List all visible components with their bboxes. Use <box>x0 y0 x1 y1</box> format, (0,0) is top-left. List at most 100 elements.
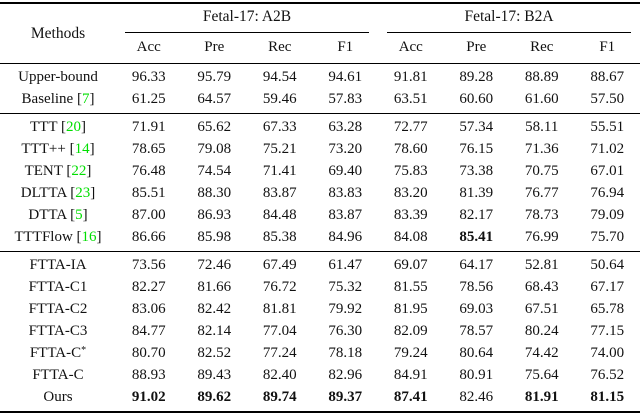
method-label: TTT++ <box>21 141 66 157</box>
value-cell: 79.92 <box>328 301 363 317</box>
table-group-reference: Upper-bound 96.33 95.79 94.54 94.61 91.81 89.2… <box>0 64 640 114</box>
metric-header-rec: Rec <box>509 33 575 64</box>
table-row: FTTA-C2 83.06 82.42 81.81 79.92 81.95 69.03 67.… <box>0 298 640 320</box>
method-cell: TTT [20] <box>30 119 86 135</box>
method-cell: TENT [22] <box>24 163 92 179</box>
table-row: Baseline [7] 61.25 64.57 59.46 57.83 63.51 60.… <box>0 88 640 114</box>
value-cell: 80.91 <box>459 367 494 383</box>
value-cell: 72.46 <box>197 257 232 273</box>
table-row: FTTA-C3 84.77 82.14 77.04 76.30 82.09 78.57 80.… <box>0 320 640 342</box>
citation-number: 22 <box>71 163 87 179</box>
value-cell: 85.51 <box>131 185 166 201</box>
value-cell: 95.79 <box>197 69 232 85</box>
value-cell: 88.30 <box>197 185 232 201</box>
value-cell: 81.81 <box>262 301 297 317</box>
method-cell: FTTA-C <box>0 364 116 386</box>
citation-number: 14 <box>74 141 90 157</box>
table-row: DTTA [5] 87.00 86.93 84.48 83.87 83.39 82.17 78… <box>0 204 640 226</box>
table-group-comparison: TTT [20] 71.91 65.62 67.33 63.28 72.77 57.34 58… <box>0 113 640 252</box>
value-cell: 89.37 <box>328 389 363 405</box>
table-row: TTT [20] 71.91 65.62 67.33 63.28 72.77 57.34 58… <box>0 114 640 139</box>
citation-number: 23 <box>75 185 91 201</box>
value-cell: 63.28 <box>328 119 363 135</box>
value-cell: 76.99 <box>524 229 559 245</box>
value-cell: 78.56 <box>459 279 494 295</box>
metric-header-pre: Pre <box>443 33 510 64</box>
value-cell: 75.83 <box>393 163 428 179</box>
value-cell: 82.42 <box>197 301 232 317</box>
method-label: FTTA-IA <box>29 257 87 273</box>
value-cell: 86.66 <box>131 229 166 245</box>
table-header: Methods Fetal-17: A2B Fetal-17: B2A Acc P… <box>0 3 640 64</box>
value-cell: 57.34 <box>459 119 494 135</box>
value-cell: 79.08 <box>197 141 232 157</box>
value-cell: 59.46 <box>262 91 297 107</box>
method-label: TENT <box>24 163 63 179</box>
method-label: FTTA-C2 <box>28 301 88 317</box>
value-cell: 82.14 <box>197 323 232 339</box>
value-cell: 72.77 <box>393 119 428 135</box>
value-cell: 57.83 <box>328 91 363 107</box>
method-cell: TTTFlow [16] <box>14 229 102 245</box>
value-cell: 77.04 <box>262 323 297 339</box>
method-cell: FTTA-C3 <box>0 320 116 342</box>
value-cell: 71.36 <box>524 141 559 157</box>
method-cell: Ours <box>0 386 116 412</box>
value-cell: 67.33 <box>262 119 297 135</box>
method-label: FTTA-C1 <box>28 279 88 295</box>
value-cell: 68.43 <box>524 279 559 295</box>
value-cell: 71.02 <box>590 141 625 157</box>
value-cell: 67.17 <box>590 279 625 295</box>
value-cell: 61.60 <box>524 91 559 107</box>
value-cell: 82.40 <box>262 367 297 383</box>
value-cell: 81.15 <box>590 389 625 405</box>
value-cell: 76.52 <box>590 367 625 383</box>
value-cell: 69.07 <box>393 257 428 273</box>
value-cell: 94.54 <box>262 69 297 85</box>
value-cell: 67.49 <box>262 257 297 273</box>
value-cell: 52.81 <box>524 257 559 273</box>
value-cell: 75.70 <box>590 229 625 245</box>
value-cell: 84.08 <box>393 229 428 245</box>
value-cell: 63.51 <box>393 91 428 107</box>
method-label: Ours <box>43 389 73 405</box>
value-cell: 84.91 <box>393 367 428 383</box>
value-cell: 78.73 <box>524 207 559 223</box>
value-cell: 80.24 <box>524 323 559 339</box>
value-cell: 94.61 <box>328 69 363 85</box>
group-header-a2b-label: Fetal-17: A2B <box>125 4 370 33</box>
value-cell: 88.67 <box>590 69 625 85</box>
method-cell: FTTA-IA <box>0 252 116 277</box>
value-cell: 81.95 <box>393 301 428 317</box>
metric-header-pre: Pre <box>181 33 247 64</box>
method-cell: Upper-bound <box>0 64 116 89</box>
table-group-ablations: FTTA-IA 73.56 72.46 67.49 61.47 69.07 64.17 52.… <box>0 251 640 413</box>
table-row: Upper-bound 96.33 95.79 94.54 94.61 91.81 89.2… <box>0 64 640 89</box>
value-cell: 67.01 <box>590 163 625 179</box>
value-cell: 75.64 <box>524 367 559 383</box>
value-cell: 78.65 <box>131 141 166 157</box>
value-cell: 89.74 <box>262 389 297 405</box>
value-cell: 73.20 <box>328 141 363 157</box>
value-cell: 55.51 <box>590 119 625 135</box>
method-cell: FTTA-C2 <box>0 298 116 320</box>
citation-number: 20 <box>65 119 81 135</box>
value-cell: 73.38 <box>459 163 494 179</box>
metric-header-row: Acc Pre Rec F1 Acc Pre Rec F1 <box>0 33 640 64</box>
table-row: TTTFlow [16] 86.66 85.98 85.38 84.96 84.08 85.… <box>0 226 640 252</box>
value-cell: 75.21 <box>262 141 297 157</box>
table-row: TENT [22] 76.48 74.54 71.41 69.40 75.83 73.38 7… <box>0 160 640 182</box>
table-row: FTTA-IA 73.56 72.46 67.49 61.47 69.07 64.17 52.… <box>0 252 640 277</box>
value-cell: 76.30 <box>328 323 363 339</box>
value-cell: 75.32 <box>328 279 363 295</box>
method-label: TTT <box>30 119 58 135</box>
column-group-a2b: Fetal-17: A2B <box>116 3 378 33</box>
value-cell: 82.46 <box>459 389 494 405</box>
value-cell: 74.54 <box>197 163 232 179</box>
metric-header-f1: F1 <box>574 33 640 64</box>
value-cell: 73.56 <box>131 257 166 273</box>
methods-column-header: Methods <box>0 3 116 64</box>
metric-header-acc: Acc <box>378 33 444 64</box>
value-cell: 76.48 <box>131 163 166 179</box>
value-cell: 74.00 <box>590 345 625 361</box>
